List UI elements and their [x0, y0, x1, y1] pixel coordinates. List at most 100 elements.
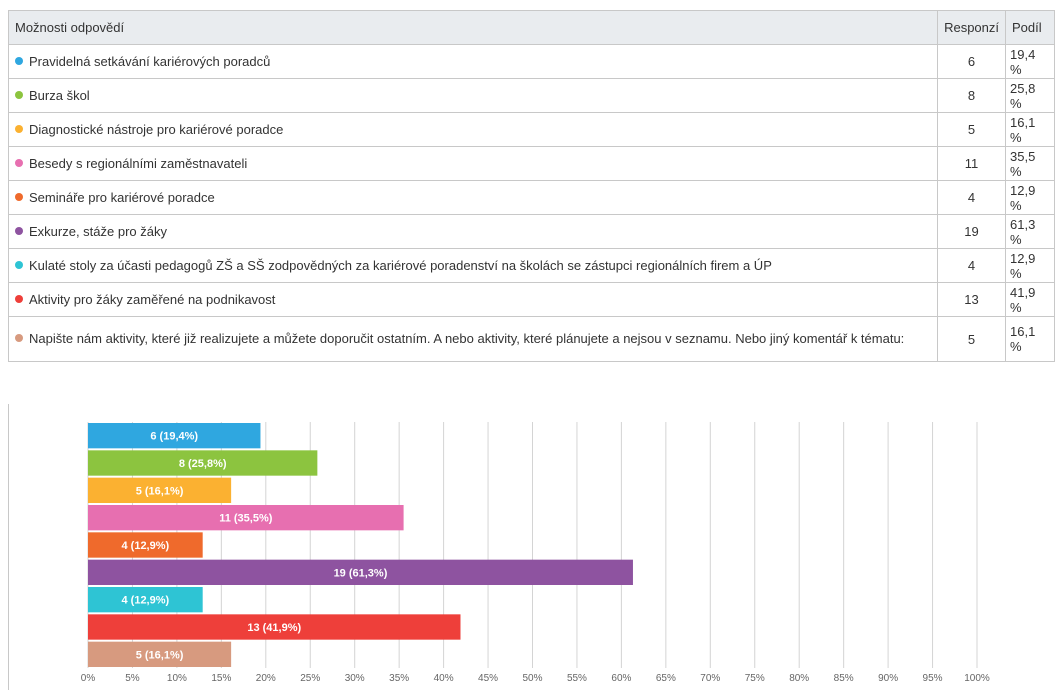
bar: [88, 587, 203, 613]
option-text: Semináře pro kariérové poradce: [29, 190, 215, 205]
option-text: Besedy s regionálními zaměstnavateli: [29, 156, 248, 171]
color-dot: [15, 295, 23, 303]
table-row: Napište nám aktivity, které již realizuj…: [7, 316, 1055, 362]
share-cell: 25,8 %: [1005, 78, 1055, 113]
share-cell: 16,1 %: [1005, 316, 1055, 362]
x-tick-label: 65%: [656, 673, 676, 684]
option-text: Diagnostické nástroje pro kariérové pora…: [29, 122, 284, 137]
color-dot: [15, 193, 23, 201]
x-tick-label: 45%: [478, 673, 498, 684]
x-tick-label: 55%: [567, 673, 587, 684]
option-cell: Diagnostické nástroje pro kariérové pora…: [7, 112, 939, 147]
option-cell: Kulaté stoly za účasti pedagogů ZŠ a SŠ …: [7, 248, 939, 283]
option-cell: Burza škol: [7, 78, 939, 113]
bar-value-label: 4 (12,9%): [121, 595, 169, 607]
x-tick-label: 50%: [522, 673, 542, 684]
x-tick-label: 75%: [745, 673, 765, 684]
bar-value-label: 6 (19,4%): [150, 431, 198, 443]
header-cell: Responzí: [937, 10, 1006, 45]
x-tick-label: 80%: [789, 673, 809, 684]
header-row: Možnosti odpovědí Responzí Podíl: [7, 10, 1055, 45]
bar: [88, 614, 461, 640]
color-dot: [15, 57, 23, 65]
bar: [88, 559, 633, 585]
count-cell: 5: [937, 112, 1006, 147]
option-cell: Aktivity pro žáky zaměřené na podnikavos…: [7, 282, 939, 317]
option-cell: Besedy s regionálními zaměstnavateli: [7, 146, 939, 181]
table-row: Diagnostické nástroje pro kariérové pora…: [7, 112, 1055, 147]
option-text: Burza škol: [29, 88, 90, 103]
color-dot: [15, 125, 23, 133]
bar: [88, 641, 232, 667]
bar-value-label: 8 (25,8%): [179, 458, 227, 470]
x-tick-label: 40%: [434, 673, 454, 684]
share-cell: 16,1 %: [1005, 112, 1055, 147]
header-cell: Podíl: [1005, 10, 1055, 45]
option-text: Aktivity pro žáky zaměřené na podnikavos…: [29, 292, 276, 307]
count-cell: 13: [937, 282, 1006, 317]
share-cell: 35,5 %: [1005, 146, 1055, 181]
count-cell: 4: [937, 180, 1006, 215]
bar: [88, 477, 232, 503]
bar-value-label: 19 (61,3%): [334, 567, 388, 579]
count-cell: 6: [937, 44, 1006, 79]
share-cell: 19,4 %: [1005, 44, 1055, 79]
x-tick-label: 10%: [167, 673, 187, 684]
bar: [88, 505, 404, 531]
bar: [88, 423, 261, 449]
option-cell: Exkurze, stáže pro žáky: [7, 214, 939, 249]
bar-value-label: 4 (12,9%): [121, 540, 169, 552]
x-tick-label: 25%: [300, 673, 320, 684]
option-text: Exkurze, stáže pro žáky: [29, 224, 167, 239]
share-cell: 12,9 %: [1005, 180, 1055, 215]
option-cell: Semináře pro kariérové poradce: [7, 180, 939, 215]
x-tick-label: 70%: [700, 673, 720, 684]
share-cell: 12,9 %: [1005, 248, 1055, 283]
count-cell: 5: [937, 316, 1006, 362]
x-tick-label: 0%: [81, 673, 96, 684]
count-cell: 19: [937, 214, 1006, 249]
count-cell: 8: [937, 78, 1006, 113]
x-tick-label: 15%: [211, 673, 231, 684]
bar-value-label: 11 (35,5%): [219, 513, 273, 525]
x-tick-label: 100%: [964, 673, 990, 684]
table-row: Semináře pro kariérové poradce 4 12,9 %: [7, 180, 1055, 215]
table-row: Pravidelná setkávání kariérových poradců…: [7, 44, 1055, 79]
bar-value-label: 5 (16,1%): [136, 649, 184, 661]
x-tick-label: 85%: [834, 673, 854, 684]
color-dot: [15, 91, 23, 99]
table-row: Besedy s regionálními zaměstnavateli 11 35…: [7, 146, 1055, 181]
table-row: Aktivity pro žáky zaměřené na podnikavos…: [7, 282, 1055, 317]
count-cell: 11: [937, 146, 1006, 181]
x-tick-label: 60%: [611, 673, 631, 684]
option-cell: Napište nám aktivity, které již realizuj…: [7, 316, 939, 362]
share-cell: 61,3 %: [1005, 214, 1055, 249]
bar-value-label: 5 (16,1%): [136, 485, 184, 497]
header-cell: Možnosti odpovědí: [7, 10, 939, 45]
color-dot: [15, 159, 23, 167]
option-text: Pravidelná setkávání kariérových poradců: [29, 54, 271, 69]
x-tick-label: 95%: [923, 673, 943, 684]
color-dot: [15, 227, 23, 235]
x-tick-label: 35%: [389, 673, 409, 684]
option-text: Kulaté stoly za účasti pedagogů ZŠ a SŠ …: [29, 258, 772, 273]
chart: 0% 5% 10% 15% 20% 25% 30% 35% 40% 45% 50% 55% 60% 65%…: [8, 404, 990, 690]
x-tick-label: 90%: [878, 673, 898, 684]
bar: [88, 532, 203, 558]
option-cell: Pravidelná setkávání kariérových poradců: [7, 44, 939, 79]
x-tick-label: 20%: [256, 673, 276, 684]
color-dot: [15, 334, 23, 342]
table-row: Kulaté stoly za účasti pedagogů ZŠ a SŠ …: [7, 248, 1055, 283]
table-row: Exkurze, stáže pro žáky 19 61,3 %: [7, 214, 1055, 249]
bar: [88, 450, 318, 476]
table-body: Pravidelná setkávání kariérových poradců…: [7, 44, 1055, 362]
share-cell: 41,9 %: [1005, 282, 1055, 317]
x-tick-label: 5%: [125, 673, 140, 684]
count-cell: 4: [937, 248, 1006, 283]
results-table: Možnosti odpovědí Responzí Podíl Pravide…: [7, 10, 1055, 362]
x-tick-label: 30%: [345, 673, 365, 684]
color-dot: [15, 261, 23, 269]
option-text: Napište nám aktivity, které již realizuj…: [29, 331, 905, 346]
table-row: Burza škol 8 25,8 %: [7, 78, 1055, 113]
